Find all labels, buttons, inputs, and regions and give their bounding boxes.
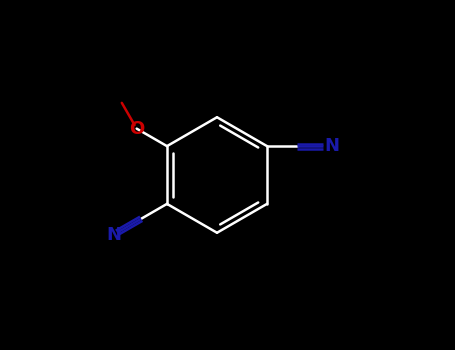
Text: N: N	[325, 137, 340, 155]
Text: O: O	[129, 120, 144, 138]
Text: N: N	[106, 225, 121, 244]
